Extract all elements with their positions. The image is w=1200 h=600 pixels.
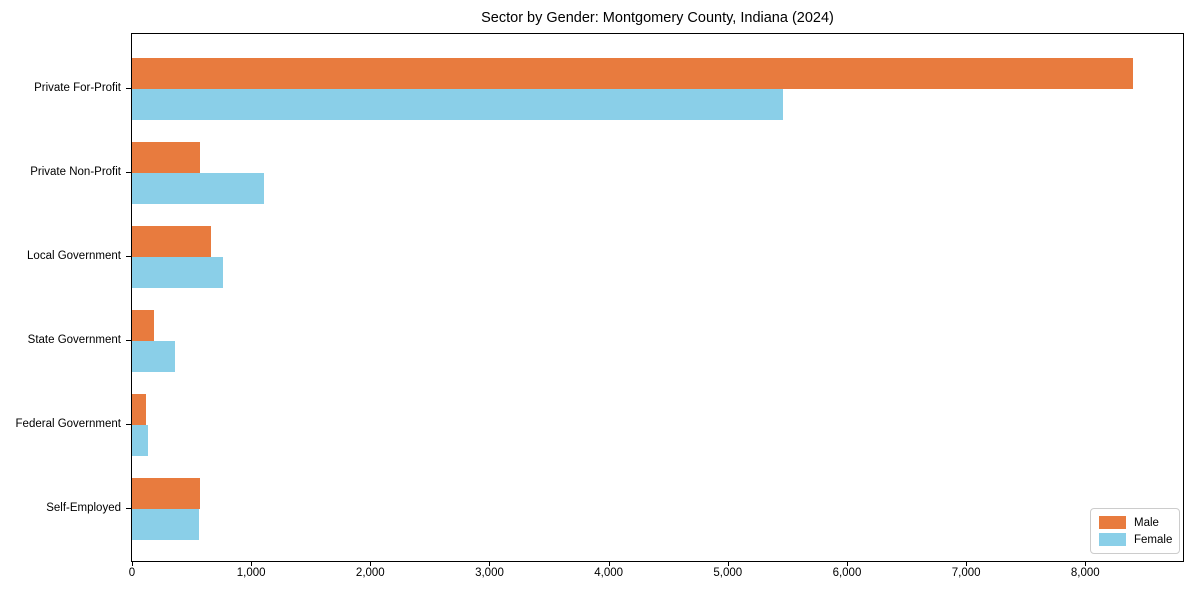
x-tick-label: 6,000	[832, 567, 862, 579]
y-tick-mark	[126, 172, 131, 173]
y-tick-mark	[126, 256, 131, 257]
x-tick-mark	[251, 562, 253, 566]
legend-item-male: Male	[1099, 514, 1171, 531]
bar-male-private-non-profit	[132, 142, 200, 173]
x-tick-mark	[846, 562, 848, 566]
y-tick-label: Federal Government	[15, 418, 121, 430]
y-tick-label: Private Non-Profit	[30, 166, 121, 178]
legend-label-male: Male	[1134, 516, 1159, 529]
legend-label-female: Female	[1134, 533, 1173, 546]
y-tick-mark	[126, 340, 131, 341]
y-tick-mark	[126, 88, 131, 89]
bar-female-self-employed	[132, 509, 199, 540]
x-tick-label: 1,000	[236, 567, 266, 579]
plot-area	[131, 33, 1184, 562]
x-tick-label: 3,000	[475, 567, 504, 579]
bar-male-federal-government	[132, 394, 146, 425]
x-tick-mark	[1085, 562, 1087, 566]
legend-item-female: Female	[1099, 531, 1173, 548]
bar-female-federal-government	[132, 425, 149, 456]
x-tick-mark	[966, 562, 968, 566]
x-tick-label: 8,000	[1070, 567, 1100, 579]
x-tick-mark	[132, 562, 133, 566]
bar-male-state-government	[132, 310, 155, 341]
x-tick-mark	[489, 562, 491, 566]
male-series-swatch-icon	[1099, 516, 1126, 529]
x-tick-label: 0	[128, 567, 136, 579]
bar-female-state-government	[132, 341, 175, 372]
female-series-swatch-icon	[1099, 533, 1126, 546]
chart-title: Sector by Gender: Montgomery County, Ind…	[481, 10, 834, 26]
x-tick-mark	[608, 562, 610, 566]
x-tick-label: 5,000	[713, 567, 743, 579]
x-tick-label: 4,000	[594, 567, 624, 579]
bar-female-local-government	[132, 257, 223, 288]
x-tick-label: 2,000	[355, 567, 385, 579]
x-tick-label: 7,000	[951, 567, 981, 579]
bar-female-private-for-profit	[132, 89, 783, 120]
y-tick-mark	[126, 424, 131, 425]
bar-male-private-for-profit	[132, 58, 1133, 89]
x-tick-mark	[727, 562, 729, 566]
bar-female-private-non-profit	[132, 173, 265, 204]
legend: Male Female	[1090, 508, 1180, 554]
bar-male-local-government	[132, 226, 211, 257]
y-tick-label: Local Government	[27, 250, 121, 262]
y-tick-mark	[126, 508, 131, 509]
y-tick-label: Private For-Profit	[34, 82, 121, 94]
y-tick-label: Self-Employed	[46, 502, 121, 514]
y-tick-label: State Government	[27, 334, 121, 346]
x-tick-mark	[370, 562, 372, 566]
bar-male-self-employed	[132, 478, 200, 509]
